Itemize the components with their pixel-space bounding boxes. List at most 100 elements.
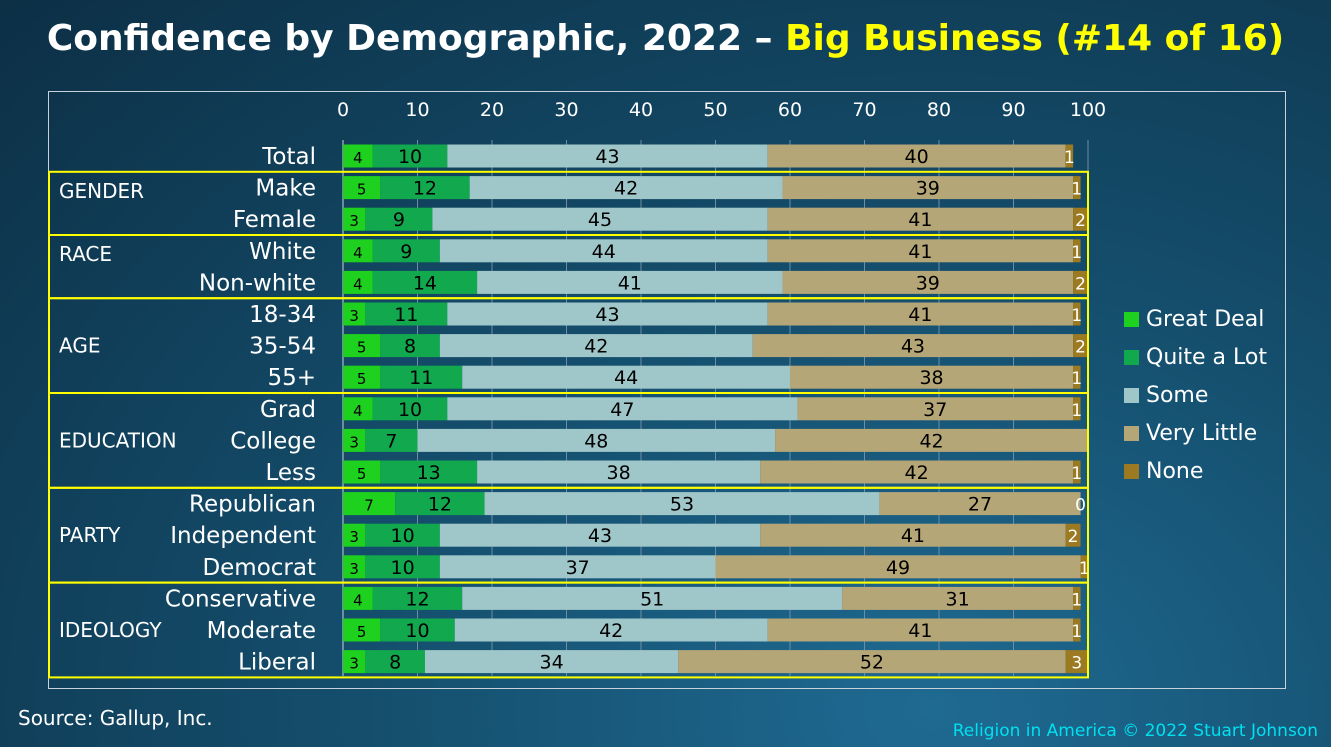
data-label: 41 [908, 209, 932, 231]
bar-segment [372, 239, 440, 263]
bar-segment [678, 650, 1066, 674]
category-label: Non-white [199, 270, 316, 296]
x-tick-label: 10 [405, 99, 429, 121]
bar-segment [417, 428, 776, 452]
data-label: 11 [394, 304, 418, 326]
bar-segment [760, 523, 1066, 547]
category-label: Make [255, 176, 316, 202]
data-label: 4 [353, 591, 363, 609]
legend: Great Deal Quite a Lot Some Very Little … [1124, 300, 1267, 490]
data-label: 48 [584, 430, 608, 452]
x-tick-label: 70 [852, 99, 876, 121]
data-label: 7 [385, 430, 397, 452]
data-label: 38 [607, 462, 631, 484]
bar-segment [343, 176, 381, 200]
title-highlight: Big Business (#14 of 16) [785, 18, 1285, 59]
bar-segment [1073, 207, 1088, 231]
data-label: 10 [391, 557, 415, 579]
bar-segment [782, 176, 1074, 200]
category-label: Democrat [202, 555, 316, 581]
bar-segment [1073, 334, 1088, 358]
data-label: 10 [398, 399, 422, 421]
bar-segment [439, 555, 716, 579]
bar-segment [842, 586, 1074, 610]
data-label: 3 [349, 560, 359, 578]
data-label: 9 [400, 241, 412, 263]
category-label: Conservative [165, 586, 316, 612]
legend-label: Very Little [1146, 420, 1258, 446]
data-label: 43 [588, 525, 612, 547]
bar-segment [343, 555, 366, 579]
bar-segment [424, 650, 679, 674]
bar-segment [372, 586, 463, 610]
bar-segment [462, 365, 790, 389]
group-label: RACE [59, 242, 112, 266]
category-label: Independent [170, 523, 316, 549]
bar-segment [715, 555, 1081, 579]
data-label: 5 [357, 181, 367, 199]
bar-segment [343, 523, 366, 547]
category-label: Grad [260, 397, 316, 423]
category-label: Liberal [238, 650, 316, 676]
category-label: 35-54 [249, 334, 316, 360]
bar-segment [767, 302, 1074, 326]
bar-segment [380, 334, 440, 358]
data-label: 34 [540, 652, 564, 674]
data-label: 10 [398, 146, 422, 168]
legend-label: Great Deal [1146, 306, 1265, 332]
bar-segment [447, 144, 768, 168]
data-label: 1 [1071, 464, 1082, 484]
category-label: Republican [189, 492, 316, 518]
data-label: 1 [1071, 401, 1082, 421]
category-label: Moderate [207, 618, 316, 644]
bar-segment [365, 207, 433, 231]
data-label: 42 [919, 430, 943, 452]
legend-item: Quite a Lot [1124, 338, 1267, 376]
bar-segment [484, 492, 880, 516]
bar-segment [775, 428, 1088, 452]
data-label: 41 [618, 272, 642, 294]
bar-segment [343, 365, 381, 389]
data-label: 5 [357, 623, 367, 641]
data-label: 8 [404, 336, 416, 358]
bar-segment [365, 555, 440, 579]
data-label: 0 [1075, 496, 1086, 516]
data-label: 8 [389, 652, 401, 674]
data-label: 41 [901, 525, 925, 547]
bar-segment [767, 144, 1066, 168]
data-label: 42 [584, 336, 608, 358]
data-label: 1 [1071, 180, 1082, 200]
bar-segment [372, 144, 448, 168]
data-label: 42 [614, 178, 638, 200]
x-tick-label: 30 [554, 99, 578, 121]
bar-segment [343, 270, 373, 294]
legend-swatch [1124, 311, 1139, 327]
group-label: AGE [59, 334, 100, 358]
bar-segment [343, 428, 366, 452]
data-label: 2 [1075, 338, 1086, 358]
bar-segment [439, 334, 753, 358]
legend-label: None [1146, 458, 1204, 484]
bar-segment [365, 428, 418, 452]
bar-segment [343, 492, 396, 516]
data-label: 37 [566, 557, 590, 579]
data-label: 43 [595, 304, 619, 326]
x-tick-label: 20 [480, 99, 504, 121]
bar-segment [447, 397, 798, 421]
data-label: 37 [923, 399, 947, 421]
bar-segment [1080, 555, 1088, 579]
category-label: Less [265, 460, 316, 486]
data-label: 14 [413, 272, 437, 294]
bar-segment [380, 176, 470, 200]
group-label: IDEOLOGY [59, 618, 162, 642]
data-label: 10 [391, 525, 415, 547]
bar-segment [1065, 523, 1081, 547]
bar-segment [879, 492, 1081, 516]
data-label: 1 [1079, 559, 1090, 579]
bar-segment [1073, 365, 1081, 389]
legend-item: Some [1124, 376, 1267, 414]
bar-segment [343, 650, 366, 674]
data-label: 1 [1071, 369, 1082, 389]
group-box [48, 581, 1089, 679]
